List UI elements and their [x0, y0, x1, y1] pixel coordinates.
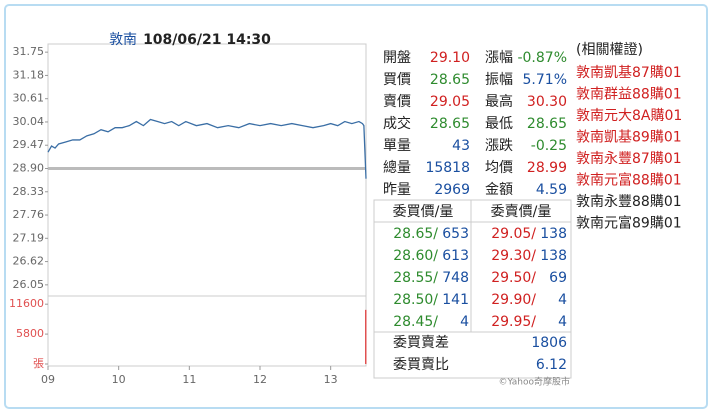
- y-tick-label: 27.19: [13, 231, 45, 244]
- quote-value: 28.65: [527, 116, 567, 132]
- ask-qty: 138: [540, 226, 567, 242]
- ask-qty: 69: [549, 270, 567, 286]
- quote-value: 28.65: [430, 116, 470, 132]
- warrant-link[interactable]: 敦南永豐87購01: [576, 151, 682, 167]
- price-line: [47, 118, 367, 179]
- quote-label: 昨量: [383, 182, 411, 198]
- quote-label: 均價: [485, 159, 513, 176]
- quote-value: 43: [452, 138, 470, 154]
- quote-label: 單量: [383, 138, 411, 154]
- chart-title: 敦南 108/06/21 14:30: [109, 32, 271, 48]
- y-tick-label: 28.33: [13, 185, 45, 198]
- quote-label: 成交: [383, 115, 411, 132]
- bid-price: 28.50/: [393, 292, 438, 308]
- x-tick-label: 12: [253, 373, 267, 386]
- summary-label: 委買賣比: [393, 357, 449, 373]
- bid-qty: 613: [442, 248, 469, 264]
- y-tick-label: 27.76: [13, 208, 45, 221]
- quote-label: 最高: [485, 93, 513, 110]
- order-header: 委買價/量: [393, 203, 454, 220]
- quote-value: 15818: [425, 160, 470, 176]
- ask-qty: 4: [558, 314, 567, 330]
- quote-label: 振幅: [485, 72, 513, 88]
- quote-value: 29.10: [430, 50, 470, 66]
- quote-value: 28.65: [430, 72, 470, 88]
- quote-value: 29.05: [430, 94, 470, 110]
- x-tick-label: 11: [182, 373, 196, 386]
- ask-qty: 138: [540, 248, 567, 264]
- y-tick-label: 29.47: [13, 138, 45, 151]
- volume-tick-label: 5800: [16, 327, 44, 340]
- warrant-link[interactable]: 敦南元大8A購01: [576, 108, 682, 124]
- timestamp: 108/06/21 14:30: [143, 32, 271, 48]
- quote-label: 總量: [383, 159, 411, 176]
- bid-qty: 4: [460, 314, 469, 330]
- footer: ©Yahoo奇摩股市: [499, 376, 571, 388]
- plot-frame: [47, 43, 367, 367]
- volume-bar: [365, 309, 367, 364]
- summary-value: 1806: [531, 335, 567, 351]
- warrant-link[interactable]: 敦南凱基89購01: [576, 129, 682, 146]
- bid-qty: 653: [442, 226, 469, 242]
- volume-tick-label: 張: [33, 357, 44, 370]
- ask-price: 29.50/: [491, 270, 536, 286]
- quote-value: 5.71%: [523, 72, 567, 88]
- bid-qty: 141: [442, 292, 469, 308]
- x-tick-label: 10: [112, 373, 126, 386]
- x-tick-label: 13: [324, 373, 338, 386]
- bid-price: 28.55/: [393, 270, 438, 286]
- ask-price: 29.90/: [491, 292, 536, 308]
- ask-price: 29.05/: [491, 226, 536, 242]
- warrant-link[interactable]: 敦南元富88購01: [576, 172, 682, 189]
- frame: [4, 4, 708, 409]
- quote-label: 漲幅: [485, 50, 513, 66]
- y-tick-label: 28.90: [13, 162, 45, 175]
- ask-qty: 4: [558, 292, 567, 308]
- y-tick-label: 30.61: [13, 92, 45, 105]
- summary-label: 委買賣差: [393, 335, 449, 351]
- bid-price: 28.45/: [393, 314, 438, 330]
- bid-price: 28.65/: [393, 226, 438, 242]
- y-tick-label: 31.75: [13, 45, 45, 58]
- warrant-link[interactable]: 敦南群益88購01: [576, 87, 682, 103]
- quote-value: -0.87%: [517, 50, 567, 66]
- ask-price: 29.30/: [491, 248, 536, 264]
- quote-label: 開盤: [383, 50, 411, 66]
- quote-label: 金額: [485, 182, 513, 198]
- y-tick-label: 30.04: [13, 115, 45, 128]
- quote-label: 買價: [383, 71, 411, 88]
- y-tick-label: 26.05: [13, 278, 45, 291]
- summary-value: 6.12: [536, 357, 567, 373]
- bid-qty: 748: [442, 270, 469, 286]
- bid-price: 28.60/: [393, 248, 438, 264]
- order-box: [373, 199, 572, 379]
- quote-value: 4.59: [536, 182, 567, 198]
- quote-value: -0.25: [531, 138, 567, 154]
- quote-value: 2969: [434, 182, 470, 198]
- quote-value: 28.99: [527, 160, 567, 176]
- order-header: 委賣價/量: [491, 203, 552, 220]
- y-tick-label: 31.18: [13, 68, 45, 81]
- quote-label: 漲跌: [485, 138, 513, 154]
- warrant-link[interactable]: 敦南永豐88購01: [576, 194, 682, 210]
- x-tick-label: 09: [41, 373, 55, 386]
- warrant-link[interactable]: 敦南凱基87購01: [576, 64, 682, 81]
- ask-price: 29.95/: [491, 314, 536, 330]
- quote-label: 最低: [485, 116, 513, 132]
- warrant-title: (相關權證): [576, 41, 643, 58]
- quote-label: 賣價: [383, 93, 411, 110]
- y-tick-label: 26.62: [13, 255, 45, 268]
- quote-value: 30.30: [527, 94, 567, 110]
- stock-name: 敦南: [109, 32, 137, 48]
- volume-tick-label: 11600: [9, 297, 44, 310]
- warrant-link[interactable]: 敦南元富89購01: [576, 215, 682, 232]
